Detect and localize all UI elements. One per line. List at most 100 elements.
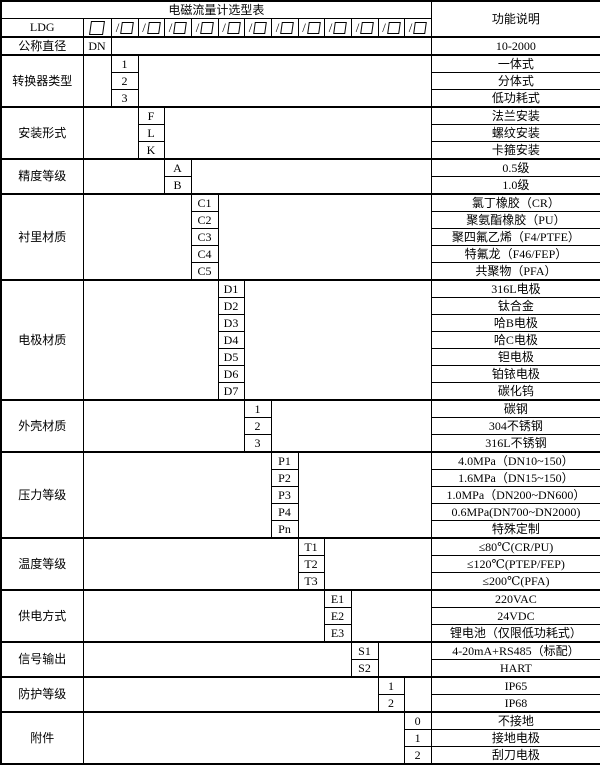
- empty-cell: [82, 279, 219, 401]
- option-code-cell: C4: [190, 245, 219, 263]
- option-code-cell: L: [137, 124, 165, 142]
- option-code-cell: E2: [323, 607, 352, 625]
- option-code-cell: C2: [190, 211, 219, 229]
- table-row: D6 铂铱电极: [1, 365, 600, 383]
- table-row: C5 共聚物（PFA）: [1, 262, 600, 281]
- option-code-cell: F: [137, 106, 165, 125]
- empty-cell: [243, 279, 432, 401]
- option-code-cell: P1: [270, 451, 299, 470]
- option-code-cell: E3: [323, 624, 352, 643]
- option-desc-cell: ≤80℃(CR/PU): [430, 537, 600, 556]
- checkbox-placeholder-icon: [306, 21, 321, 34]
- option-code-cell: C5: [190, 262, 219, 281]
- model-slot-cell: /: [243, 18, 272, 38]
- empty-cell: [82, 54, 112, 108]
- option-code-cell: 2: [110, 72, 139, 90]
- empty-cell: [82, 451, 272, 539]
- option-desc-cell: 卡箍安装: [430, 141, 600, 160]
- checkbox-placeholder-icon: [200, 21, 215, 34]
- table-row: 安装形式 F 法兰安装: [0, 106, 600, 160]
- table-row: D3 哈B电极: [1, 314, 600, 332]
- option-code-cell: T1: [297, 537, 325, 556]
- empty-cell: [190, 158, 432, 195]
- option-desc-cell: 4.0MPa（DN10~150）: [430, 451, 600, 470]
- option-code-cell: 1: [243, 399, 272, 418]
- option-code-cell: 1: [403, 729, 432, 747]
- option-desc-cell: 316L不锈钢: [430, 434, 600, 453]
- category-label: 信号输出: [0, 641, 84, 678]
- empty-cell: [82, 676, 379, 713]
- option-code-cell: D6: [217, 365, 245, 383]
- option-code-cell: A: [163, 158, 192, 177]
- empty-cell: [377, 641, 432, 678]
- option-code-cell: 3: [243, 434, 272, 453]
- empty-cell: [163, 106, 432, 160]
- option-code-cell: D2: [217, 297, 245, 315]
- option-desc-cell: IP65: [430, 676, 600, 695]
- empty-cell: [82, 641, 352, 678]
- option-code-cell: 0: [403, 711, 432, 730]
- option-desc-cell: 1.0级: [430, 176, 600, 195]
- option-code-cell: D5: [217, 348, 245, 366]
- option-desc-cell: 接地电极: [430, 729, 600, 747]
- empty-cell: [350, 589, 432, 643]
- model-slot-cell: /: [403, 18, 432, 38]
- empty-cell: [82, 399, 245, 453]
- model-slot-cell: /: [350, 18, 379, 38]
- option-desc-cell: IP68: [430, 694, 600, 713]
- option-desc-cell: 316L电极: [430, 279, 600, 298]
- option-desc-cell: 碳钢: [430, 399, 600, 418]
- table-row: 供电方式 E1 220VAC: [0, 589, 600, 643]
- option-code-cell: P3: [270, 486, 299, 504]
- table-row: 电极材质 D1 316L电极: [0, 279, 600, 401]
- empty-cell: [82, 193, 192, 281]
- option-code-cell: T3: [297, 572, 325, 591]
- empty-cell: [110, 36, 432, 56]
- option-desc-cell: 304不锈钢: [430, 417, 600, 435]
- model-slot-cell: /: [163, 18, 192, 38]
- category-label: 防护等级: [0, 676, 84, 713]
- model-slot-cell: /: [110, 18, 139, 38]
- option-desc-cell: ≤200℃(PFA): [430, 572, 600, 591]
- option-code-cell: DN: [82, 36, 112, 56]
- option-code-cell: 1: [377, 676, 405, 695]
- table-row: 外壳材质 1 碳钢: [0, 399, 600, 453]
- category-label: 电极材质: [0, 279, 84, 401]
- empty-cell: [82, 711, 405, 765]
- table-row: E2 24VDC: [1, 607, 600, 625]
- option-desc-cell: 4-20mA+RS485（标配）: [430, 641, 600, 660]
- option-code-cell: D1: [217, 279, 245, 298]
- checkbox-placeholder-icon: [333, 21, 348, 34]
- option-desc-cell: HART: [430, 659, 600, 678]
- option-desc-cell: 锂电池（仅限低功耗式）: [430, 624, 600, 643]
- category-label: 转换器类型: [0, 54, 84, 108]
- option-desc-cell: 氯丁橡胶（CR）: [430, 193, 600, 212]
- category-label: 温度等级: [0, 537, 84, 591]
- table-row: D7 碳化钨: [1, 382, 600, 401]
- checkbox-placeholder-icon: [120, 21, 135, 34]
- option-desc-cell: 低功耗式: [430, 89, 600, 108]
- checkbox-placeholder-icon: [386, 21, 401, 34]
- option-desc-cell: 特殊定制: [430, 520, 600, 539]
- option-desc-cell: 一体式: [430, 54, 600, 73]
- option-desc-cell: 分体式: [430, 72, 600, 90]
- table-row: C4 特氟龙（F46/FEP）: [1, 245, 600, 263]
- model-slot-cell: /: [190, 18, 219, 38]
- model-slot-cell: /: [377, 18, 405, 38]
- empty-cell: [217, 193, 432, 281]
- table-row: C2 聚氨酯橡胶（PU）: [1, 211, 600, 229]
- category-label: 公称直径: [0, 36, 84, 56]
- model-prefix: LDG: [0, 18, 84, 38]
- model-slot-cell: /: [323, 18, 352, 38]
- table-row: 公称直径 DN 10-2000: [0, 36, 600, 56]
- table-row: L 螺纹安装: [1, 124, 600, 142]
- empty-cell: [82, 537, 299, 591]
- checkbox-placeholder-icon: [360, 21, 375, 34]
- option-desc-cell: 法兰安装: [430, 106, 600, 125]
- category-label: 供电方式: [0, 589, 84, 643]
- table-row: 2 304不锈钢: [1, 417, 600, 435]
- category-label: 精度等级: [0, 158, 84, 195]
- empty-cell: [82, 158, 165, 195]
- option-code-cell: E1: [323, 589, 352, 608]
